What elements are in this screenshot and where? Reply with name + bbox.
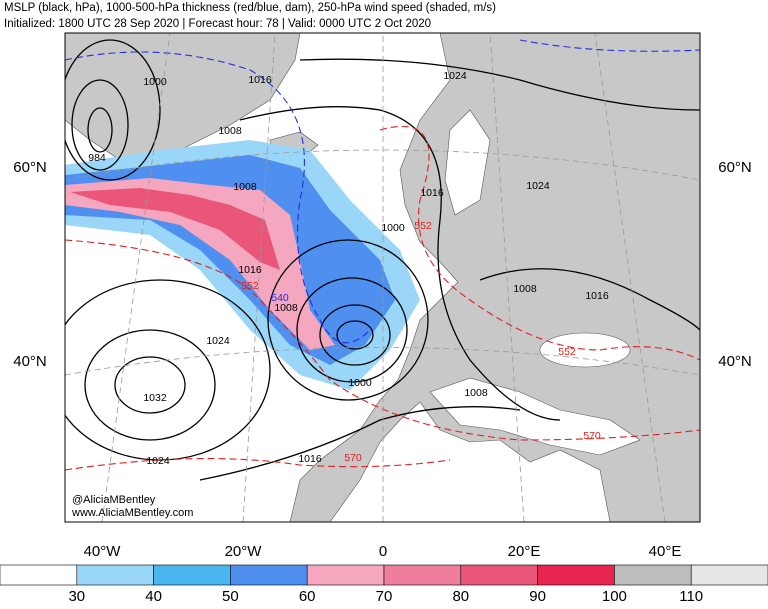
title: MSLP (black, hPa), 1000-500-hPa thicknes… xyxy=(4,2,496,14)
colorbar-box xyxy=(383,564,462,586)
lon-label: 20°E xyxy=(508,543,541,560)
map-frame xyxy=(64,32,701,523)
lat-label: 60°N xyxy=(13,159,47,176)
colorbar-box xyxy=(306,564,385,586)
colorbar-tick-label: 50 xyxy=(222,588,239,604)
colorbar-box xyxy=(153,564,231,586)
colorbar-tick-label: 30 xyxy=(68,588,85,604)
colorbar-tick-label: 70 xyxy=(376,588,393,604)
contour-label: 984 xyxy=(88,152,106,164)
contour-label: 1000 xyxy=(381,222,405,234)
colorbar-tick-label: 110 xyxy=(679,588,703,604)
water xyxy=(444,109,491,216)
jet-shading xyxy=(65,178,335,350)
contour-label: 540 xyxy=(271,292,289,304)
contour-label: 1024 xyxy=(146,455,170,467)
lon-label: 40°E xyxy=(649,543,682,560)
contour-label: 1008 xyxy=(233,181,257,193)
lon-label: 20°W xyxy=(225,543,263,560)
contour-label: 1008 xyxy=(513,283,537,295)
isobars xyxy=(65,39,700,481)
thickness-red xyxy=(65,125,700,471)
colorbar-tick-label: 40 xyxy=(145,588,162,604)
colorbar-box xyxy=(614,564,692,586)
contour-label: 1024 xyxy=(526,180,550,192)
contour-label: 1032 xyxy=(143,392,167,404)
colorbar-box xyxy=(537,564,615,586)
credit: @AliciaMBentley xyxy=(72,494,156,506)
lon-label: 0 xyxy=(379,543,387,560)
jet-shading xyxy=(70,188,280,270)
colorbar-tick-label: 90 xyxy=(529,588,546,604)
contour-label: 552 xyxy=(558,346,576,358)
contour-label: 1000 xyxy=(348,377,372,389)
colorbar-box xyxy=(690,564,768,586)
colorbar-box xyxy=(230,564,308,586)
contour-label: 552 xyxy=(414,220,432,232)
contour-label: 1000 xyxy=(143,76,167,88)
colorbar-box xyxy=(460,564,538,586)
thickness-blue xyxy=(65,39,700,344)
map-area: 1000 1016 1008 984 1024 1008 1016 1000 1024 1016 1… xyxy=(65,33,700,522)
contour-label: 1008 xyxy=(218,125,242,137)
lat-label: 60°N xyxy=(718,159,752,176)
colorbar-tick-label: 60 xyxy=(299,588,316,604)
credit: www.AliciaMBentley.com xyxy=(71,507,193,519)
colorbar-tick-label: 80 xyxy=(452,588,469,604)
contour-label: 570 xyxy=(583,430,601,442)
contour-label: 1008 xyxy=(464,387,488,399)
graticule xyxy=(65,33,700,522)
contour-label: 1016 xyxy=(585,290,609,302)
subtitle: Initialized: 1800 UTC 28 Sep 2020 | Fore… xyxy=(4,18,431,30)
contour-label: 1016 xyxy=(248,74,272,86)
lat-label: 40°N xyxy=(718,353,752,370)
contour-label: 1024 xyxy=(443,70,467,82)
contour-label: 1024 xyxy=(206,335,230,347)
contour-label: 1016 xyxy=(298,453,322,465)
contour-label: 1016 xyxy=(238,264,262,276)
colorbar-box xyxy=(76,564,154,586)
water xyxy=(429,377,641,456)
lon-label: 40°W xyxy=(84,543,122,560)
lat-label: 40°N xyxy=(13,353,47,370)
contour-label: 1016 xyxy=(420,187,444,199)
contour-label: 570 xyxy=(344,452,362,464)
contour-label: 552 xyxy=(241,280,259,292)
colorbar-box xyxy=(0,564,78,586)
contour-label: 1008 xyxy=(274,302,298,314)
water xyxy=(539,332,631,368)
colorbar-tick-label: 100 xyxy=(602,588,627,604)
